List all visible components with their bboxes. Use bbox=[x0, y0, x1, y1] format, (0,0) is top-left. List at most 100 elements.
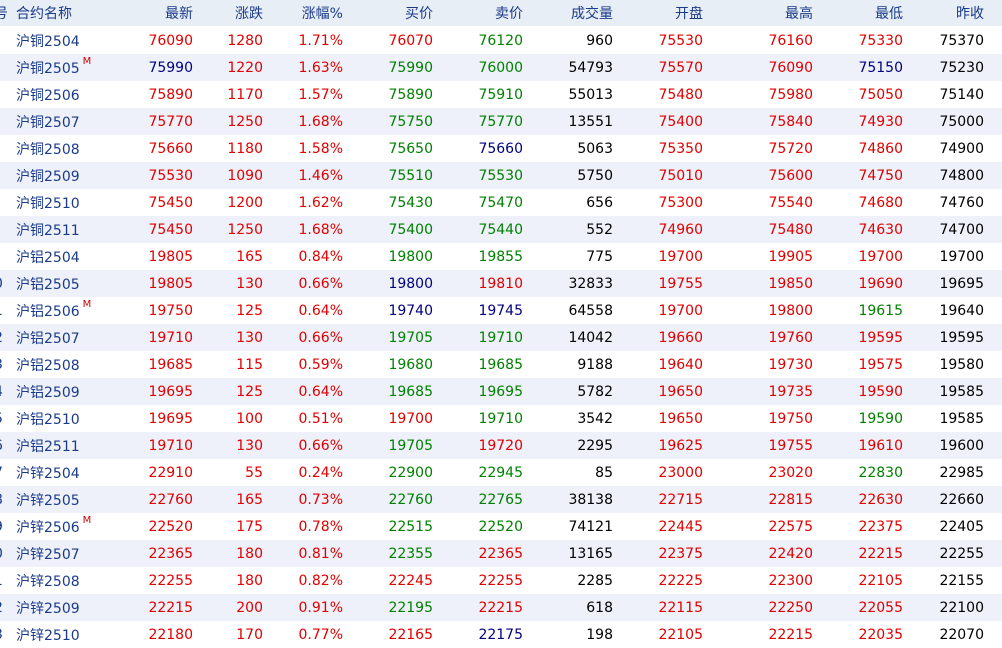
cell-contract-name-text: 沪铝2505 bbox=[16, 276, 80, 293]
cell-change-pct: 1.58% bbox=[263, 135, 343, 162]
cell-bid-text: 22195 bbox=[388, 599, 433, 616]
cell-change-text: 1250 bbox=[227, 221, 263, 238]
cell-open: 22115 bbox=[613, 594, 703, 621]
cell-change-text: 55 bbox=[245, 464, 263, 481]
cell-volume-text: 2285 bbox=[577, 572, 613, 589]
cell-open-text: 22225 bbox=[658, 572, 703, 589]
cell-change-pct-text: 1.58% bbox=[298, 140, 343, 157]
cell-change-pct-text: 1.46% bbox=[298, 167, 343, 184]
table-row[interactable]: 2 沪铝2507 19710 130 0.66% 19705 19710 14042 19660… bbox=[0, 324, 1002, 351]
col-header-open[interactable]: 开盘 bbox=[675, 6, 703, 22]
cell-contract-name-text: 沪铝2507 bbox=[16, 330, 80, 347]
col-header-high[interactable]: 最高 bbox=[785, 6, 813, 22]
table-row[interactable]: 沪铜2504 76090 1280 1.71% 76070 76120 960 75530 76… bbox=[0, 27, 1002, 54]
table-row[interactable]: 1 沪锌2508 22255 180 0.82% 22245 22255 2285 22225 2… bbox=[0, 567, 1002, 594]
table-row[interactable]: 沪铜2507 75770 1250 1.68% 75750 75770 13551 75400… bbox=[0, 108, 1002, 135]
col-header-index[interactable]: 号 bbox=[0, 6, 8, 22]
cell-index bbox=[0, 189, 6, 216]
col-header-prev-close[interactable]: 昨收 bbox=[956, 6, 984, 22]
cell-prev-close: 19640 bbox=[904, 297, 984, 324]
cell-index bbox=[0, 81, 6, 108]
cell-open: 22225 bbox=[613, 567, 703, 594]
table-row[interactable]: 3 沪铝2508 19685 115 0.59% 19680 19685 9188 19640 1… bbox=[0, 351, 1002, 378]
cell-change-pct-text: 1.71% bbox=[298, 32, 343, 49]
cell-open-text: 19650 bbox=[658, 383, 703, 400]
table-row[interactable]: 沪铜2509 75530 1090 1.46% 75510 75530 5750 75010 7… bbox=[0, 162, 1002, 189]
cell-index: 2 bbox=[0, 324, 6, 351]
cell-bid: 22760 bbox=[343, 486, 433, 513]
table-row[interactable]: 沪铜2510 75450 1200 1.62% 75430 75470 656 75300 75… bbox=[0, 189, 1002, 216]
cell-bid-text: 22245 bbox=[388, 572, 433, 589]
table-row[interactable]: 2 沪锌2509 22215 200 0.91% 22195 22215 618 22115 22… bbox=[0, 594, 1002, 621]
cell-open-text: 75570 bbox=[658, 59, 703, 76]
table-row[interactable]: 6 沪铝2511 19710 130 0.66% 19705 19720 2295 19625 1… bbox=[0, 432, 1002, 459]
cell-index bbox=[0, 243, 6, 270]
cell-open: 19700 bbox=[613, 297, 703, 324]
cell-prev-close-text: 75140 bbox=[939, 86, 984, 103]
cell-change-text: 165 bbox=[236, 248, 263, 265]
cell-volume-text: 775 bbox=[586, 248, 613, 265]
cell-bid: 19680 bbox=[343, 351, 433, 378]
cell-bid: 75990 bbox=[343, 54, 433, 81]
cell-bid: 19800 bbox=[343, 243, 433, 270]
table-row[interactable]: 0 沪铝2505 19805 130 0.66% 19800 19810 32833 19755… bbox=[0, 270, 1002, 297]
col-header-ask[interactable]: 卖价 bbox=[495, 6, 523, 22]
cell-ask: 22520 bbox=[433, 513, 523, 540]
cell-prev-close: 22985 bbox=[904, 459, 984, 486]
cell-index: 8 bbox=[0, 486, 6, 513]
cell-change: 200 bbox=[193, 594, 263, 621]
table-row[interactable]: 0 沪锌2507 22365 180 0.81% 22355 22365 13165 22375… bbox=[0, 540, 1002, 567]
cell-low-text: 19590 bbox=[858, 383, 903, 400]
table-row[interactable]: 沪铜2505 M 75990 1220 1.63% 75990 76000 54793 7557… bbox=[0, 54, 1002, 81]
table-row[interactable]: 5 沪铝2510 19695 100 0.51% 19700 19710 3542 19650 1… bbox=[0, 405, 1002, 432]
table-row[interactable]: 8 沪锌2505 22760 165 0.73% 22760 22765 38138 22715… bbox=[0, 486, 1002, 513]
table-row[interactable]: 沪铜2506 75890 1170 1.57% 75890 75910 55013 75480… bbox=[0, 81, 1002, 108]
cell-high-text: 19750 bbox=[768, 410, 813, 427]
cell-prev-close: 22255 bbox=[904, 540, 984, 567]
cell-ask: 19685 bbox=[433, 351, 523, 378]
col-header-change[interactable]: 涨跌 bbox=[235, 6, 263, 22]
table-row[interactable]: 7 沪锌2504 22910 55 0.24% 22900 22945 85 23000 2302… bbox=[0, 459, 1002, 486]
cell-ask-text: 19745 bbox=[478, 302, 523, 319]
table-row[interactable]: 沪铝2504 19805 165 0.84% 19800 19855 775 19700 199… bbox=[0, 243, 1002, 270]
col-header-volume[interactable]: 成交量 bbox=[571, 6, 613, 22]
cell-high-text: 22575 bbox=[768, 518, 813, 535]
cell-bid-text: 19700 bbox=[388, 410, 433, 427]
cell-index-text: 7 bbox=[0, 465, 3, 481]
cell-change-pct: 1.57% bbox=[263, 81, 343, 108]
cell-open-text: 19640 bbox=[658, 356, 703, 373]
cell-change-text: 100 bbox=[236, 410, 263, 427]
cell-contract-name-text: 沪铜2506 bbox=[16, 87, 80, 104]
col-header-low[interactable]: 最低 bbox=[875, 6, 903, 22]
cell-high-text: 23020 bbox=[768, 464, 813, 481]
cell-open-text: 23000 bbox=[658, 464, 703, 481]
table-row[interactable]: 3 沪锌2510 22180 170 0.77% 22165 22175 198 22105 22… bbox=[0, 621, 1002, 648]
cell-low-text: 74680 bbox=[858, 194, 903, 211]
cell-bid: 19700 bbox=[343, 405, 433, 432]
cell-last-text: 75450 bbox=[148, 194, 193, 211]
cell-bid: 75400 bbox=[343, 216, 433, 243]
table-row[interactable]: 沪铜2508 75660 1180 1.58% 75650 75660 5063 75350 7… bbox=[0, 135, 1002, 162]
cell-prev-close-text: 19600 bbox=[939, 437, 984, 454]
cell-change-pct: 1.63% bbox=[263, 54, 343, 81]
cell-high: 75980 bbox=[703, 81, 813, 108]
col-header-contract-name[interactable]: 合约名称 bbox=[16, 6, 72, 22]
cell-low: 74930 bbox=[813, 108, 903, 135]
table-row[interactable]: 沪铜2511 75450 1250 1.68% 75400 75440 552 74960 75… bbox=[0, 216, 1002, 243]
cell-ask: 19855 bbox=[433, 243, 523, 270]
cell-high: 22815 bbox=[703, 486, 813, 513]
cell-high: 19850 bbox=[703, 270, 813, 297]
cell-ask: 75470 bbox=[433, 189, 523, 216]
cell-bid-text: 76070 bbox=[388, 32, 433, 49]
cell-bid-text: 19800 bbox=[388, 275, 433, 292]
table-row[interactable]: 4 沪铝2509 19695 125 0.64% 19685 19695 5782 19650 1… bbox=[0, 378, 1002, 405]
col-header-last[interactable]: 最新 bbox=[165, 6, 193, 22]
cell-last: 75990 bbox=[103, 54, 193, 81]
col-header-bid[interactable]: 买价 bbox=[405, 6, 433, 22]
cell-high: 75840 bbox=[703, 108, 813, 135]
cell-low: 19590 bbox=[813, 378, 903, 405]
cell-open-text: 75350 bbox=[658, 140, 703, 157]
col-header-change-pct[interactable]: 涨幅% bbox=[301, 6, 343, 22]
